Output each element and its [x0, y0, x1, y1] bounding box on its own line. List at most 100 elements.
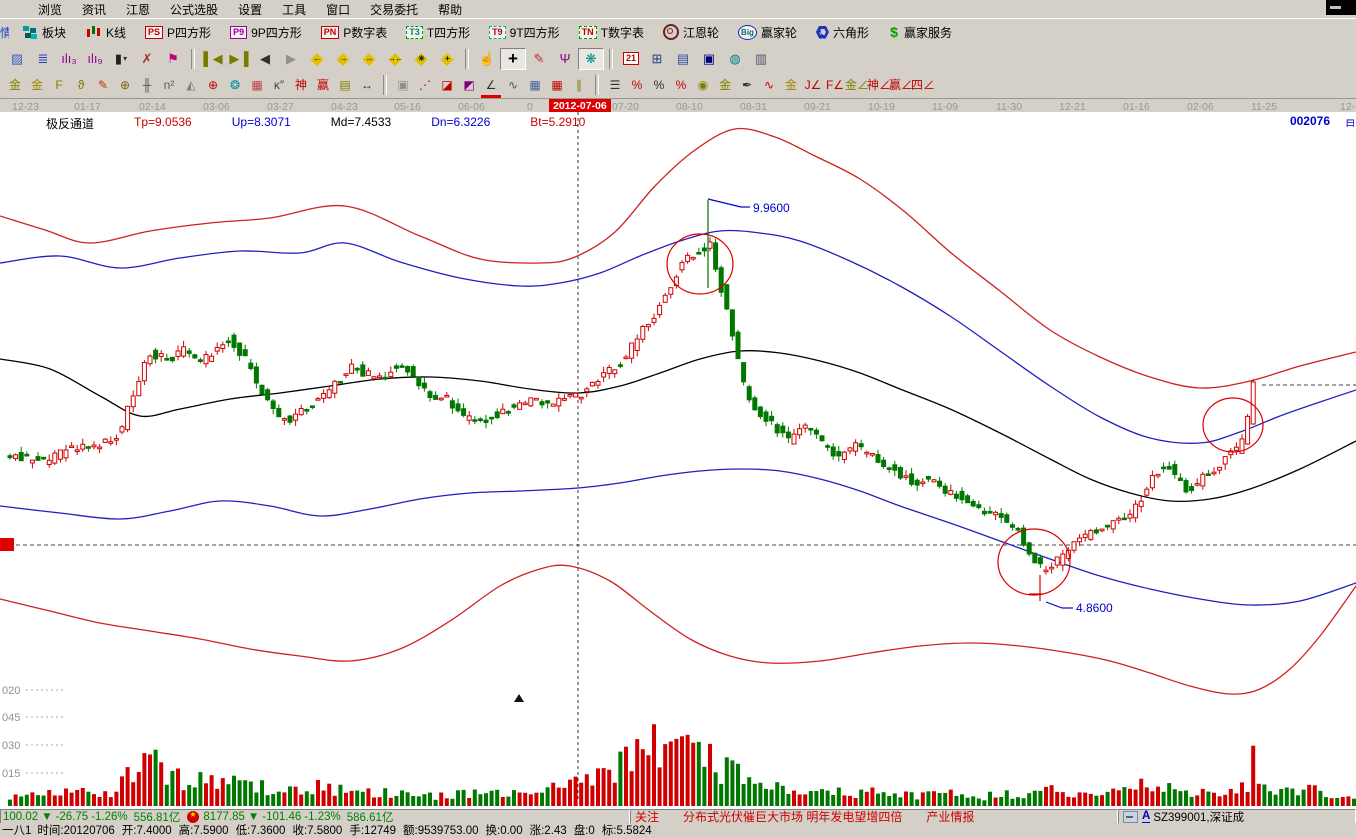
- n-squared-icon[interactable]: n²: [158, 74, 180, 96]
- menu-news[interactable]: 资讯: [82, 2, 107, 17]
- gold-grid-2-icon[interactable]: 金: [26, 74, 48, 96]
- time-circle-icon[interactable]: ⊕: [114, 74, 136, 96]
- web-export-icon[interactable]: ◍: [722, 47, 748, 70]
- trend-line-icon[interactable]: ∠: [480, 74, 502, 98]
- shen-grid-icon[interactable]: 神: [290, 74, 312, 96]
- ink-pen-icon[interactable]: ✒: [736, 74, 758, 96]
- ying-grid-icon[interactable]: 赢: [312, 74, 334, 96]
- chart-area[interactable]: 9.9600 4.8600 020 045 030 015 极反通道 Tp=9.0536 Up…: [0, 112, 1356, 808]
- toolbar-winner-service-button[interactable]: 赢家服务: [883, 22, 957, 43]
- toolbar-9t-square-button[interactable]: T9 9T四方形: [484, 22, 565, 43]
- clipped-toolbar-item[interactable]: 情: [0, 25, 9, 40]
- ying-angle-icon[interactable]: 赢∠: [889, 74, 913, 96]
- box-select-icon[interactable]: ▣: [392, 74, 414, 96]
- flag-volume-icon[interactable]: ⚑: [160, 47, 186, 70]
- minichart-9-icon[interactable]: ılı₉: [82, 47, 108, 70]
- notepad-icon[interactable]: ▤: [670, 47, 696, 70]
- gold-circle-icon[interactable]: ◉: [692, 74, 714, 96]
- toolbar-sector-button[interactable]: 板块: [17, 22, 71, 43]
- ruler-ticks-icon[interactable]: ╫: [136, 74, 158, 96]
- zoom-out-icon[interactable]: ◆ ↔: [356, 47, 382, 70]
- gold-angle-icon[interactable]: 金∠: [845, 74, 869, 96]
- parallel-lines-icon[interactable]: ∥: [568, 74, 590, 96]
- next-bar-icon[interactable]: ▶: [278, 47, 304, 70]
- draw-pen-icon[interactable]: ✎: [526, 47, 552, 70]
- news-ticker[interactable]: 关注 分布式光伏催巨大市场 明年发电望增四倍 产业情报: [630, 809, 1118, 824]
- smart-tool-icon[interactable]: ❋: [578, 47, 604, 70]
- window-minimize-button[interactable]: [1326, 0, 1356, 15]
- shen-angle-icon[interactable]: 神∠: [867, 74, 891, 96]
- red-grid-icon[interactable]: ▦: [246, 74, 268, 96]
- k-mark-icon[interactable]: ĸ″: [268, 74, 290, 96]
- percent-line-icon[interactable]: %: [670, 74, 692, 96]
- prism-icon[interactable]: ◭: [180, 74, 202, 96]
- width-arrow-icon[interactable]: ↔: [356, 74, 378, 96]
- shift-right-icon[interactable]: ◆ →: [330, 47, 356, 70]
- compress-icon[interactable]: ◆ ✳: [408, 47, 434, 70]
- pattern-x-icon[interactable]: ✗: [134, 47, 160, 70]
- tool-glyph: F: [55, 78, 63, 92]
- candle-style-icon[interactable]: ▮ ▾: [108, 47, 134, 70]
- percent-red-icon[interactable]: %: [626, 74, 648, 96]
- percent-icon[interactable]: %: [648, 74, 670, 96]
- last-bar-icon[interactable]: ▶▐: [226, 47, 252, 70]
- toolbar-t-digit-table-button[interactable]: TN T数字表: [574, 22, 649, 43]
- si-angle-icon[interactable]: 四∠: [911, 74, 935, 96]
- prev-bar-icon[interactable]: ◀: [252, 47, 278, 70]
- ruler-123-icon[interactable]: ▤: [334, 74, 356, 96]
- menu-gann[interactable]: 江恩: [126, 2, 151, 17]
- grid-blue-icon[interactable]: ▦: [524, 74, 546, 96]
- tool-glyph: ⚑: [167, 51, 179, 66]
- hand-tool-icon[interactable]: ☝: [474, 47, 500, 70]
- mini-button[interactable]: [1123, 810, 1138, 823]
- toolbar-kline-button[interactable]: K线: [80, 22, 131, 43]
- target-red-icon[interactable]: ⊕: [202, 74, 224, 96]
- toolbar-p-square-button[interactable]: PS P四方形: [140, 22, 216, 43]
- menu-trade[interactable]: 交易委托: [370, 2, 419, 17]
- crosshair-tool-icon[interactable]: +: [500, 47, 526, 70]
- calculator-icon[interactable]: ⊞: [644, 47, 670, 70]
- expand-icon[interactable]: ◆ +: [434, 47, 460, 70]
- overview-icon[interactable]: ▨: [4, 47, 30, 70]
- toolbar-p-digit-table-button[interactable]: PN P数字表: [316, 22, 393, 43]
- save-icon[interactable]: ▣: [696, 47, 722, 70]
- bars-list-icon[interactable]: ☰: [604, 74, 626, 96]
- minichart-3-icon[interactable]: ılı₃: [56, 47, 82, 70]
- star-grid-icon[interactable]: ❂: [224, 74, 246, 96]
- menu-formula[interactable]: 公式选股: [170, 2, 219, 17]
- wave-red-icon[interactable]: ∿: [758, 74, 780, 96]
- symbol-code[interactable]: 002076: [1289, 114, 1330, 128]
- menu-window[interactable]: 窗口: [326, 2, 351, 17]
- zigzag-icon[interactable]: ∿: [502, 74, 524, 96]
- menu-tools[interactable]: 工具: [282, 2, 307, 17]
- menu-settings[interactable]: 设置: [238, 2, 263, 17]
- toolbar-9p-square-button[interactable]: P9 9P四方形: [225, 22, 307, 43]
- menu-browse[interactable]: 浏览: [38, 2, 63, 17]
- toolbar-t-square-button[interactable]: T3 T四方形: [401, 22, 475, 43]
- f-grid-icon[interactable]: F: [48, 74, 70, 96]
- toolbar-hexagon-button[interactable]: 六角形: [811, 22, 874, 43]
- fan-lines-icon[interactable]: ⋰: [414, 74, 436, 96]
- gold-under-icon[interactable]: 金: [714, 74, 736, 96]
- gold-line-icon[interactable]: 金: [780, 74, 802, 96]
- info-list-icon[interactable]: ≣: [30, 47, 56, 70]
- grid-red-icon[interactable]: ▦: [546, 74, 568, 96]
- toolbar-winner-wheel-button[interactable]: Big 赢家轮: [733, 22, 802, 43]
- gold-grid-1-icon[interactable]: 金: [4, 74, 26, 96]
- first-bar-icon[interactable]: ▌◀: [200, 47, 226, 70]
- shift-left-icon[interactable]: ◆ ←: [304, 47, 330, 70]
- user-a-icon[interactable]: A: [1142, 810, 1151, 823]
- pitchfork-tool-icon[interactable]: Ψ: [552, 47, 578, 70]
- fan-box-icon[interactable]: ◪: [436, 74, 458, 96]
- j-angle-icon[interactable]: J∠: [802, 74, 824, 96]
- f-angle-icon[interactable]: F∠: [824, 74, 846, 96]
- menu-help[interactable]: 帮助: [438, 2, 463, 17]
- calendar-21-icon[interactable]: 21: [618, 47, 644, 70]
- pen-rocket-icon[interactable]: ✎: [92, 74, 114, 96]
- fan-box-purple-icon[interactable]: ◩: [458, 74, 480, 96]
- chart-svg[interactable]: 9.9600 4.8600 020 045 030 015: [0, 112, 1356, 808]
- toolbar-gann-wheel-button[interactable]: 江恩轮: [658, 22, 724, 43]
- zoom-in-icon[interactable]: ◆ →←: [382, 47, 408, 70]
- remote-pc-icon[interactable]: ▥: [748, 47, 774, 70]
- spiral-icon[interactable]: ϑ: [70, 74, 92, 96]
